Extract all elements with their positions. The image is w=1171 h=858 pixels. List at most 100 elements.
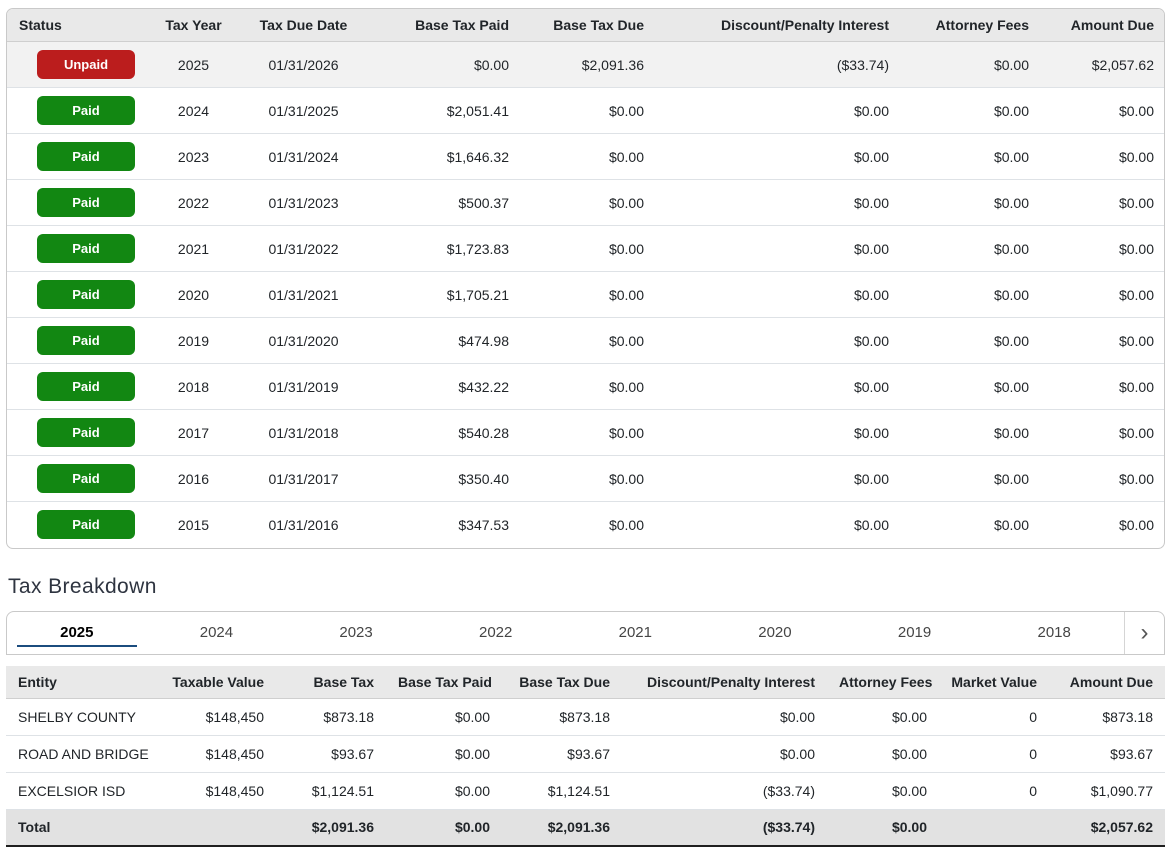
column-header-tax-due-date: Tax Due Date — [236, 9, 371, 42]
tax-due-date-cell: 01/31/2026 — [236, 41, 371, 88]
base-tax-due-cell: $0.00 — [521, 133, 656, 180]
table-row-total: Total $2,091.36 $0.00 $2,091.36 ($33.74)… — [6, 808, 1165, 847]
status-badge-paid[interactable]: Paid — [37, 464, 135, 493]
market-value-cell: 0 — [939, 734, 1049, 772]
amount-due-cell: $0.00 — [1041, 179, 1164, 226]
base-tax-due-cell: $873.18 — [559, 708, 610, 725]
column-header-status: Status — [7, 9, 151, 42]
tax-year-cell: 2024 — [151, 87, 236, 134]
amount-due-cell: $0.00 — [1041, 455, 1164, 502]
tab-2025[interactable]: 2025 — [7, 612, 147, 654]
attorney-fees-cell: $0.00 — [901, 501, 1041, 548]
amount-due-cell: $0.00 — [1041, 87, 1164, 134]
column-header-discount-penalty-interest: Discount/Penalty Interest — [622, 665, 827, 699]
status-badge-paid[interactable]: Paid — [37, 510, 135, 540]
base-tax-due-cell: $0.00 — [521, 409, 656, 456]
attorney-fees-cell: $0.00 — [827, 734, 939, 772]
base-tax-due-cell: $0.00 — [521, 87, 656, 134]
tax-year-cell: 2017 — [151, 409, 236, 456]
discount-penalty-interest-cell: $0.00 — [656, 455, 901, 502]
tab-2020[interactable]: 2020 — [758, 624, 792, 641]
base-tax-due-cell: $0.00 — [521, 179, 656, 226]
base-tax-due-cell: $0.00 — [521, 501, 656, 548]
discount-penalty-interest-cell: $0.00 — [656, 501, 901, 548]
next-years-button[interactable]: › — [1124, 611, 1164, 654]
table-row-2018: Paid 2018 01/31/2019 $432.22 $0.00 $0.00… — [7, 363, 1164, 410]
table-row-2016: Paid 2016 01/31/2017 $350.40 $0.00 $0.00… — [7, 455, 1164, 502]
tax-due-date-cell: 01/31/2023 — [236, 179, 371, 226]
tab-2023[interactable]: 2023 — [339, 624, 373, 641]
page-title-tax-breakdown: Tax Breakdown — [8, 574, 157, 598]
tax-due-date-cell: 01/31/2025 — [236, 87, 371, 134]
market-value-cell — [939, 808, 1049, 847]
base-tax-due-cell: $0.00 — [521, 317, 656, 364]
attorney-fees-cell: $0.00 — [891, 708, 927, 725]
status-badge-paid[interactable]: Paid — [37, 418, 135, 447]
status-badge-paid[interactable]: Paid — [37, 280, 135, 309]
status-badge-paid[interactable]: Paid — [37, 234, 135, 263]
status-badge-paid[interactable]: Paid — [37, 142, 135, 171]
base-tax-paid-cell: $540.28 — [371, 409, 521, 456]
tax-history-table: Status Tax Year Tax Due Date Base Tax Pa… — [7, 9, 1164, 548]
discount-penalty-interest-cell: $0.00 — [656, 317, 901, 364]
discount-penalty-interest-cell: ($33.74) — [656, 41, 901, 88]
table-row-2025: Unpaid 2025 01/31/2026 $0.00 $2,091.36 (… — [7, 41, 1164, 88]
attorney-fees-cell: $0.00 — [901, 133, 1041, 180]
tab-2018[interactable]: 2018 — [1037, 624, 1071, 641]
entity-cell: ROAD AND BRIDGE — [6, 734, 156, 772]
amount-due-cell: $93.67 — [1049, 734, 1165, 772]
taxable-value-cell — [156, 808, 276, 847]
column-header-base-tax-due: Base Tax Due — [502, 665, 622, 699]
tax-due-date-cell: 01/31/2017 — [236, 455, 371, 502]
taxable-value-cell: $148,450 — [205, 708, 264, 725]
base-tax-paid-cell: $0.00 — [386, 808, 502, 847]
discount-penalty-interest-cell: ($33.74) — [622, 771, 827, 809]
amount-due-cell: $873.18 — [1102, 708, 1153, 725]
base-tax-paid-cell: $1,705.21 — [371, 271, 521, 318]
discount-penalty-interest-cell: $0.00 — [656, 271, 901, 318]
tab-2024[interactable]: 2024 — [199, 624, 234, 641]
amount-due-cell: $2,057.62 — [1041, 41, 1164, 88]
market-value-cell: 0 — [939, 771, 1049, 809]
tab-2019[interactable]: 2019 — [897, 624, 932, 641]
base-tax-due-cell: $93.67 — [502, 734, 622, 772]
amount-due-cell: $0.00 — [1041, 225, 1164, 272]
status-badge-unpaid[interactable]: Unpaid — [37, 50, 135, 79]
attorney-fees-cell: $0.00 — [901, 363, 1041, 410]
amount-due-cell: $0.00 — [1041, 317, 1164, 364]
taxable-value-cell: $148,450 — [156, 771, 276, 809]
tax-year-cell: 2025 — [151, 41, 236, 88]
tab-2021[interactable]: 2021 — [618, 624, 652, 641]
base-tax-due-cell: $2,091.36 — [521, 41, 656, 88]
base-tax-due-cell: $0.00 — [521, 455, 656, 502]
attorney-fees-cell: $0.00 — [901, 87, 1041, 134]
column-header-market-value: Market Value — [939, 665, 1049, 699]
base-tax-due-cell: $0.00 — [521, 363, 656, 410]
discount-penalty-interest-cell: $0.00 — [622, 734, 827, 772]
base-tax-due-cell: $0.00 — [521, 225, 656, 272]
attorney-fees-cell: $0.00 — [901, 179, 1041, 226]
column-header-attorney-fees: Attorney Fees — [901, 9, 1041, 42]
table-row-road-and-bridge: ROAD AND BRIDGE $148,450 $93.67 $0.00 $9… — [6, 734, 1165, 772]
status-badge-paid[interactable]: Paid — [37, 96, 135, 125]
amount-due-cell: $2,057.62 — [1049, 808, 1165, 847]
table-row-2020: Paid 2020 01/31/2021 $1,705.21 $0.00 $0.… — [7, 271, 1164, 318]
table-row-2021: Paid 2021 01/31/2022 $1,723.83 $0.00 $0.… — [7, 225, 1164, 272]
status-badge-paid[interactable]: Paid — [37, 326, 135, 355]
base-tax-cell: $1,124.51 — [276, 771, 386, 809]
market-value-cell: 0 — [1029, 708, 1037, 725]
attorney-fees-cell: $0.00 — [827, 808, 939, 847]
tax-year-cell: 2019 — [151, 317, 236, 364]
base-tax-paid-cell: $1,723.83 — [371, 225, 521, 272]
base-tax-paid-cell: $347.53 — [371, 501, 521, 548]
status-badge-paid[interactable]: Paid — [37, 372, 135, 401]
base-tax-paid-cell: $500.37 — [371, 179, 521, 226]
status-badge-paid[interactable]: Paid — [37, 188, 135, 217]
total-label: Total — [6, 808, 156, 847]
amount-due-cell: $0.00 — [1041, 501, 1164, 548]
column-header-attorney-fees: Attorney Fees — [827, 665, 939, 699]
tab-2022[interactable]: 2022 — [479, 624, 513, 641]
entity-cell: EXCELSIOR ISD — [6, 771, 156, 809]
amount-due-cell: $0.00 — [1041, 133, 1164, 180]
table-row-2019: Paid 2019 01/31/2020 $474.98 $0.00 $0.00… — [7, 317, 1164, 364]
